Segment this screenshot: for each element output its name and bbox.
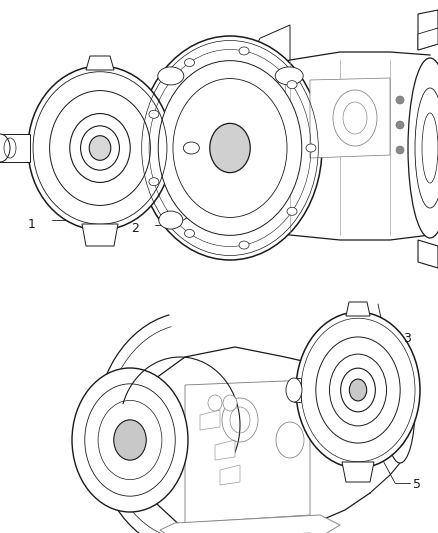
Polygon shape (200, 410, 220, 430)
Ellipse shape (350, 379, 367, 401)
Text: 3: 3 (403, 333, 411, 345)
Ellipse shape (396, 121, 404, 129)
Polygon shape (270, 82, 285, 98)
Ellipse shape (316, 337, 400, 443)
Polygon shape (418, 28, 438, 50)
Ellipse shape (89, 136, 111, 160)
Polygon shape (220, 465, 240, 485)
Ellipse shape (287, 207, 297, 215)
Text: 5: 5 (413, 479, 421, 491)
Ellipse shape (223, 395, 237, 411)
Ellipse shape (81, 126, 120, 170)
Ellipse shape (0, 134, 10, 162)
Polygon shape (418, 10, 438, 50)
Ellipse shape (341, 368, 375, 412)
Ellipse shape (333, 90, 377, 146)
Ellipse shape (385, 353, 415, 463)
Ellipse shape (72, 368, 188, 512)
Polygon shape (0, 134, 30, 162)
Ellipse shape (286, 378, 302, 402)
Ellipse shape (184, 142, 199, 154)
Polygon shape (245, 25, 290, 67)
Ellipse shape (396, 96, 404, 104)
Ellipse shape (296, 312, 420, 468)
Ellipse shape (158, 67, 184, 85)
Ellipse shape (306, 144, 316, 152)
Polygon shape (270, 122, 285, 138)
Polygon shape (418, 240, 438, 268)
Polygon shape (185, 380, 310, 523)
Polygon shape (346, 302, 370, 316)
Polygon shape (86, 56, 114, 70)
Ellipse shape (114, 420, 146, 460)
Text: 1: 1 (28, 217, 36, 230)
Polygon shape (82, 224, 118, 246)
Ellipse shape (149, 110, 159, 118)
Ellipse shape (275, 67, 303, 85)
Text: 2: 2 (131, 222, 139, 235)
Ellipse shape (184, 59, 194, 67)
Ellipse shape (184, 229, 194, 237)
Polygon shape (160, 515, 340, 533)
Ellipse shape (138, 36, 322, 260)
Ellipse shape (208, 395, 222, 411)
Ellipse shape (159, 211, 183, 229)
Ellipse shape (239, 47, 249, 55)
Ellipse shape (287, 80, 297, 88)
Polygon shape (270, 162, 285, 178)
Ellipse shape (158, 61, 302, 236)
Ellipse shape (239, 241, 249, 249)
Ellipse shape (28, 66, 172, 230)
Ellipse shape (210, 123, 250, 173)
Polygon shape (342, 462, 374, 482)
Ellipse shape (396, 146, 404, 154)
Ellipse shape (149, 177, 159, 185)
Ellipse shape (408, 58, 438, 238)
Polygon shape (294, 378, 301, 402)
Ellipse shape (70, 114, 130, 182)
Polygon shape (215, 440, 235, 460)
Polygon shape (310, 78, 390, 158)
